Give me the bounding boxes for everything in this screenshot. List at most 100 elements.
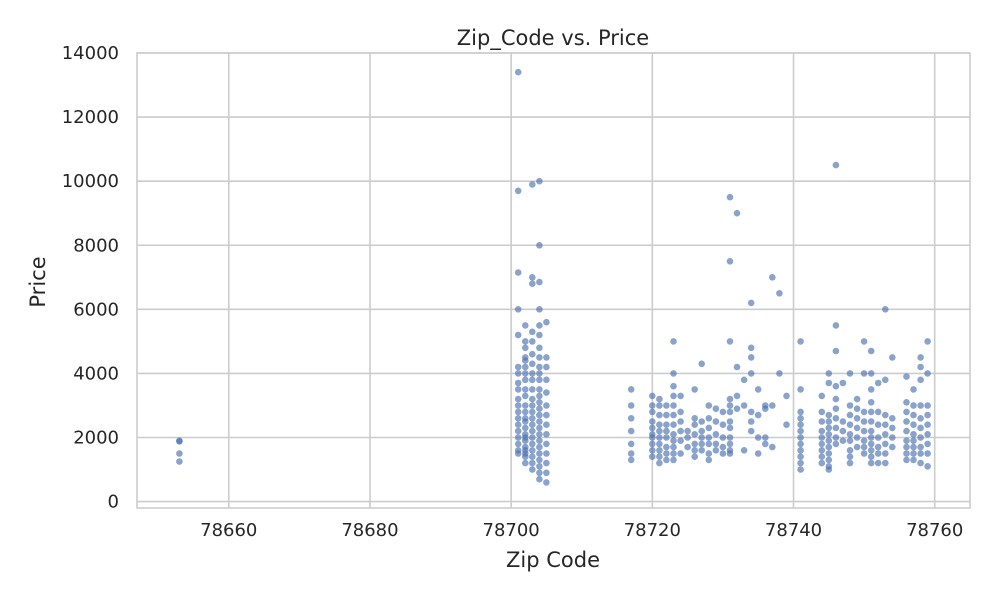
- data-point: [903, 408, 910, 416]
- data-point: [740, 376, 748, 384]
- data-point: [832, 424, 840, 432]
- data-point: [536, 405, 543, 413]
- data-point: [656, 402, 663, 409]
- data-point: [663, 411, 670, 419]
- data-point: [903, 437, 910, 445]
- data-point: [529, 402, 536, 409]
- data-point: [529, 466, 536, 473]
- data-point: [529, 434, 536, 441]
- data-point: [176, 458, 183, 465]
- y-tick-label: 10000: [62, 171, 119, 192]
- data-point: [924, 338, 931, 345]
- data-point: [867, 440, 875, 448]
- data-point: [797, 338, 804, 345]
- data-point: [536, 469, 543, 477]
- x-axis-label: Zip Code: [506, 548, 600, 572]
- data-point: [677, 408, 684, 416]
- data-point: [522, 392, 529, 400]
- data-point: [529, 370, 536, 377]
- data-point: [514, 363, 522, 371]
- data-point: [670, 443, 677, 451]
- data-point: [924, 450, 931, 457]
- data-point: [684, 434, 691, 441]
- data-point: [917, 376, 924, 384]
- data-point: [726, 450, 734, 457]
- data-point: [514, 269, 522, 276]
- data-point: [846, 370, 854, 377]
- y-axis-ticks: 0 2000 4000 6000 8000 10000 12000 14000: [62, 43, 119, 513]
- data-point: [747, 418, 755, 425]
- data-point: [762, 440, 769, 448]
- data-point: [649, 453, 656, 461]
- data-point: [176, 438, 183, 445]
- data-point: [627, 402, 635, 409]
- data-point: [910, 450, 917, 457]
- data-point: [649, 392, 656, 400]
- data-point: [747, 408, 755, 416]
- data-point: [924, 431, 931, 438]
- data-point: [797, 453, 804, 461]
- data-point: [514, 331, 522, 339]
- y-tick-label: 8000: [73, 235, 119, 256]
- data-point: [867, 434, 875, 441]
- data-point: [514, 370, 522, 377]
- data-point: [514, 415, 522, 422]
- data-point: [917, 354, 924, 361]
- data-point: [677, 392, 684, 400]
- data-point: [825, 418, 833, 425]
- data-point: [818, 418, 826, 425]
- data-point: [529, 427, 536, 435]
- data-point: [825, 424, 833, 432]
- data-point: [663, 421, 670, 429]
- data-point: [536, 475, 543, 483]
- data-point: [656, 453, 663, 461]
- x-tick-label: 78740: [765, 520, 822, 541]
- data-point: [522, 408, 529, 416]
- data-point: [882, 376, 889, 384]
- data-point: [536, 242, 543, 249]
- data-point: [910, 421, 917, 429]
- data-point: [762, 434, 769, 441]
- data-point: [747, 299, 755, 307]
- x-tick-label: 78660: [200, 520, 257, 541]
- data-point: [663, 443, 670, 451]
- data-point: [529, 338, 536, 345]
- data-point: [924, 421, 931, 429]
- data-point: [543, 440, 550, 448]
- data-point: [853, 405, 861, 413]
- data-point: [910, 386, 917, 393]
- data-point: [536, 450, 543, 457]
- data-point: [698, 434, 705, 441]
- data-point: [522, 386, 529, 393]
- plot-frame: [136, 52, 971, 509]
- data-point: [627, 427, 635, 435]
- data-point: [832, 161, 840, 169]
- data-point: [867, 447, 875, 454]
- data-point: [867, 427, 875, 435]
- data-point: [846, 431, 854, 438]
- data-point: [536, 376, 543, 384]
- data-point: [825, 456, 833, 464]
- data-point: [522, 338, 529, 345]
- data-point: [536, 463, 543, 470]
- data-point: [889, 354, 896, 361]
- data-point: [924, 370, 931, 377]
- data-point: [649, 408, 656, 416]
- data-point: [733, 405, 741, 413]
- data-point: [769, 443, 776, 451]
- data-point: [705, 415, 713, 422]
- data-point: [677, 437, 684, 445]
- data-point: [543, 479, 550, 486]
- data-point: [853, 434, 861, 441]
- data-point: [832, 434, 840, 441]
- data-point: [698, 427, 705, 435]
- data-point: [529, 453, 536, 461]
- data-point: [719, 434, 727, 441]
- y-tick-label: 12000: [62, 107, 119, 128]
- data-point: [917, 363, 924, 371]
- data-point: [924, 463, 931, 470]
- data-point: [656, 421, 663, 429]
- data-point: [726, 424, 734, 432]
- data-point: [882, 440, 889, 448]
- data-point: [860, 437, 868, 445]
